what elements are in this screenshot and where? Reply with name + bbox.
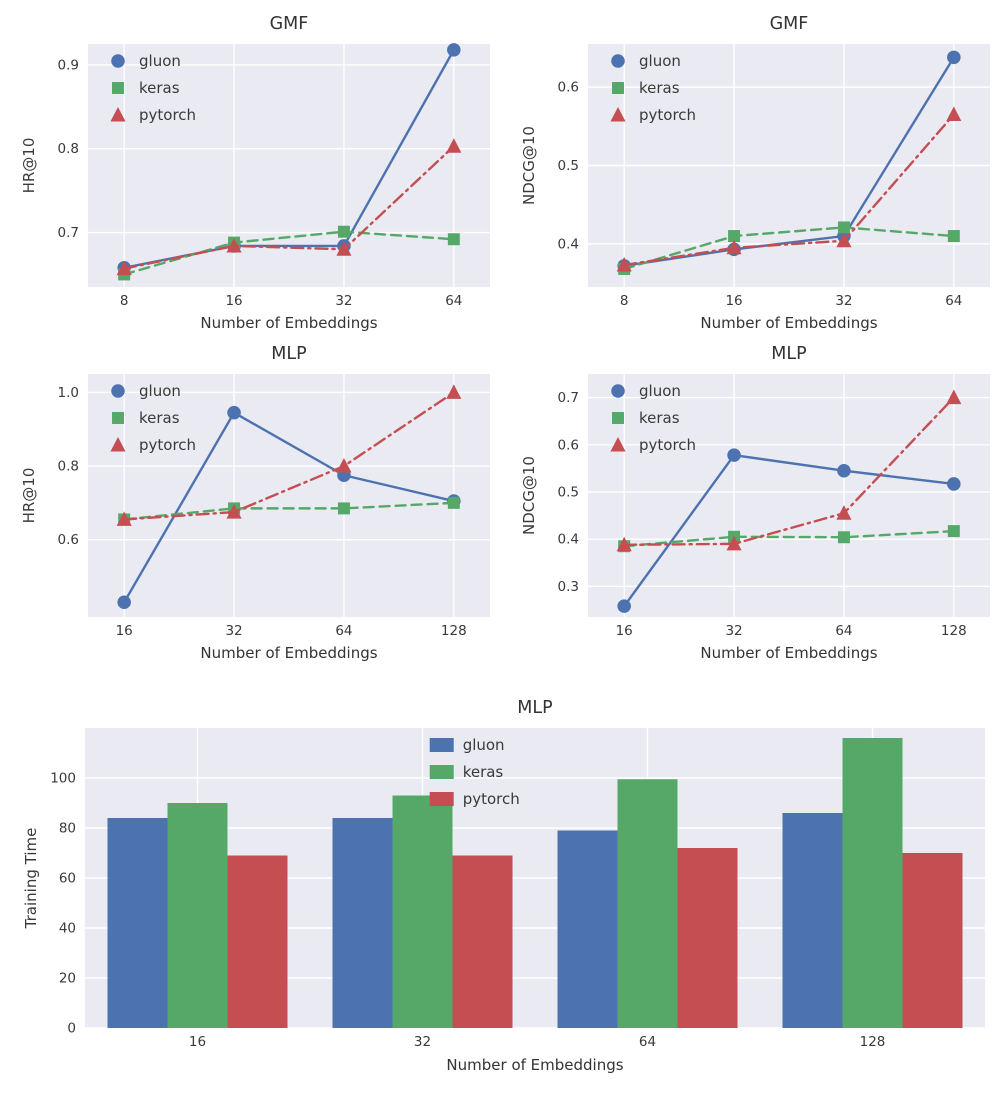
x-axis-label: Number of Embeddings xyxy=(446,1056,624,1074)
bar-chart-mlp-training-time: MLP 0 20 40 60 80 100 16 32 64 128 Training Time gl… xyxy=(0,690,1000,1078)
svg-text:40: 40 xyxy=(59,921,76,937)
svg-text:64: 64 xyxy=(335,623,352,639)
svg-text:pytorch: pytorch xyxy=(139,436,196,454)
chart-title: GMF xyxy=(769,14,809,34)
svg-text:gluon: gluon xyxy=(639,382,681,400)
svg-text:0.5: 0.5 xyxy=(558,158,579,174)
svg-text:128: 128 xyxy=(860,1034,886,1050)
line-chart-gmf-ndcg10: GMF 0.4 0.5 0.6 8 16 32 64 NDCG@10 gluon keras pyt… xyxy=(500,6,1000,336)
svg-text:gluon: gluon xyxy=(463,736,505,754)
charts-row-mlp: MLP 0.6 0.8 1.0 16 32 64 128 HR@10 gluon keras pyt… xyxy=(0,336,1000,666)
chart-title: MLP xyxy=(517,698,553,718)
svg-text:32: 32 xyxy=(225,623,242,639)
svg-text:20: 20 xyxy=(59,971,76,987)
svg-text:64: 64 xyxy=(445,293,462,309)
chart-svg: 0 20 40 60 80 100 16 32 64 128 Training Time gluon k… xyxy=(22,728,985,1050)
chart-title: MLP xyxy=(271,344,307,364)
svg-text:0.9: 0.9 xyxy=(58,57,79,73)
svg-text:0.7: 0.7 xyxy=(558,390,579,406)
svg-text:0.6: 0.6 xyxy=(558,80,579,96)
svg-text:32: 32 xyxy=(335,293,352,309)
svg-text:NDCG@10: NDCG@10 xyxy=(520,126,538,205)
svg-text:100: 100 xyxy=(50,771,76,787)
svg-text:0: 0 xyxy=(67,1021,76,1037)
svg-text:16: 16 xyxy=(116,623,133,639)
svg-text:16: 16 xyxy=(189,1034,206,1050)
svg-text:0.8: 0.8 xyxy=(58,141,79,157)
svg-text:keras: keras xyxy=(639,409,680,427)
svg-text:HR@10: HR@10 xyxy=(20,138,38,194)
svg-text:0.6: 0.6 xyxy=(558,437,579,453)
chart-plot-area: 0.6 0.8 1.0 16 32 64 128 HR@10 gluon keras pytorch xyxy=(0,370,500,642)
svg-text:0.6: 0.6 xyxy=(58,532,79,548)
svg-text:0.7: 0.7 xyxy=(58,225,79,241)
x-axis-label: Number of Embeddings xyxy=(200,314,378,332)
svg-text:pytorch: pytorch xyxy=(639,436,696,454)
svg-text:gluon: gluon xyxy=(639,52,681,70)
svg-text:8: 8 xyxy=(620,293,629,309)
line-chart-mlp-hr10: MLP 0.6 0.8 1.0 16 32 64 128 HR@10 gluon keras pyt… xyxy=(0,336,500,666)
chart-title: GMF xyxy=(269,14,309,34)
svg-text:Training Time: Training Time xyxy=(22,828,40,930)
svg-text:pytorch: pytorch xyxy=(639,106,696,124)
svg-text:pytorch: pytorch xyxy=(139,106,196,124)
chart-plot-area: 0.3 0.4 0.5 0.6 0.7 16 32 64 128 NDCG@10 gluon kera… xyxy=(500,370,1000,642)
x-axis-label: Number of Embeddings xyxy=(200,644,378,662)
svg-text:1.0: 1.0 xyxy=(58,385,79,401)
svg-text:64: 64 xyxy=(835,623,852,639)
svg-text:128: 128 xyxy=(941,623,967,639)
chart-title: MLP xyxy=(771,344,807,364)
svg-text:8: 8 xyxy=(120,293,129,309)
svg-text:0.4: 0.4 xyxy=(558,236,579,252)
x-axis-label: Number of Embeddings xyxy=(700,314,878,332)
line-chart-gmf-hr10: GMF 0.7 0.8 0.9 8 16 32 64 HR@10 gluon keras pytor… xyxy=(0,6,500,336)
svg-text:0.3: 0.3 xyxy=(558,579,579,595)
charts-row-gmf: GMF 0.7 0.8 0.9 8 16 32 64 HR@10 gluon keras pytor… xyxy=(0,6,1000,336)
chart-plot-area: 0.7 0.8 0.9 8 16 32 64 HR@10 gluon keras pytorch xyxy=(0,40,500,312)
svg-text:0.8: 0.8 xyxy=(58,459,79,475)
svg-text:keras: keras xyxy=(139,79,180,97)
svg-text:0.5: 0.5 xyxy=(558,484,579,500)
line-chart-mlp-ndcg10: MLP 0.3 0.4 0.5 0.6 0.7 16 32 64 128 NDCG@10 gluon… xyxy=(500,336,1000,666)
svg-text:32: 32 xyxy=(725,623,742,639)
svg-text:16: 16 xyxy=(616,623,633,639)
svg-text:16: 16 xyxy=(725,293,742,309)
svg-text:keras: keras xyxy=(639,79,680,97)
svg-text:keras: keras xyxy=(463,763,504,781)
svg-text:60: 60 xyxy=(59,871,76,887)
svg-text:keras: keras xyxy=(139,409,180,427)
chart-svg: 0.4 0.5 0.6 8 16 32 64 NDCG@10 gluon keras pytorch xyxy=(520,44,990,309)
chart-svg: 0.7 0.8 0.9 8 16 32 64 HR@10 gluon keras pytorch xyxy=(20,43,490,309)
svg-text:gluon: gluon xyxy=(139,382,181,400)
svg-text:gluon: gluon xyxy=(139,52,181,70)
svg-text:64: 64 xyxy=(945,293,962,309)
chart-plot-area: 0 20 40 60 80 100 16 32 64 128 Training Time gluon k… xyxy=(0,724,1000,1054)
chart-svg: 0.6 0.8 1.0 16 32 64 128 HR@10 gluon keras pytorch xyxy=(20,374,490,639)
x-axis-label: Number of Embeddings xyxy=(700,644,878,662)
svg-text:32: 32 xyxy=(414,1034,431,1050)
svg-text:HR@10: HR@10 xyxy=(20,468,38,524)
svg-text:16: 16 xyxy=(225,293,242,309)
svg-text:128: 128 xyxy=(441,623,467,639)
svg-text:64: 64 xyxy=(639,1034,656,1050)
svg-text:32: 32 xyxy=(835,293,852,309)
svg-text:pytorch: pytorch xyxy=(463,790,520,808)
svg-text:80: 80 xyxy=(59,821,76,837)
svg-text:NDCG@10: NDCG@10 xyxy=(520,456,538,535)
chart-svg: 0.3 0.4 0.5 0.6 0.7 16 32 64 128 NDCG@10 gluon kera… xyxy=(520,374,990,639)
svg-text:0.4: 0.4 xyxy=(558,532,579,548)
chart-plot-area: 0.4 0.5 0.6 8 16 32 64 NDCG@10 gluon keras pytorch xyxy=(500,40,1000,312)
